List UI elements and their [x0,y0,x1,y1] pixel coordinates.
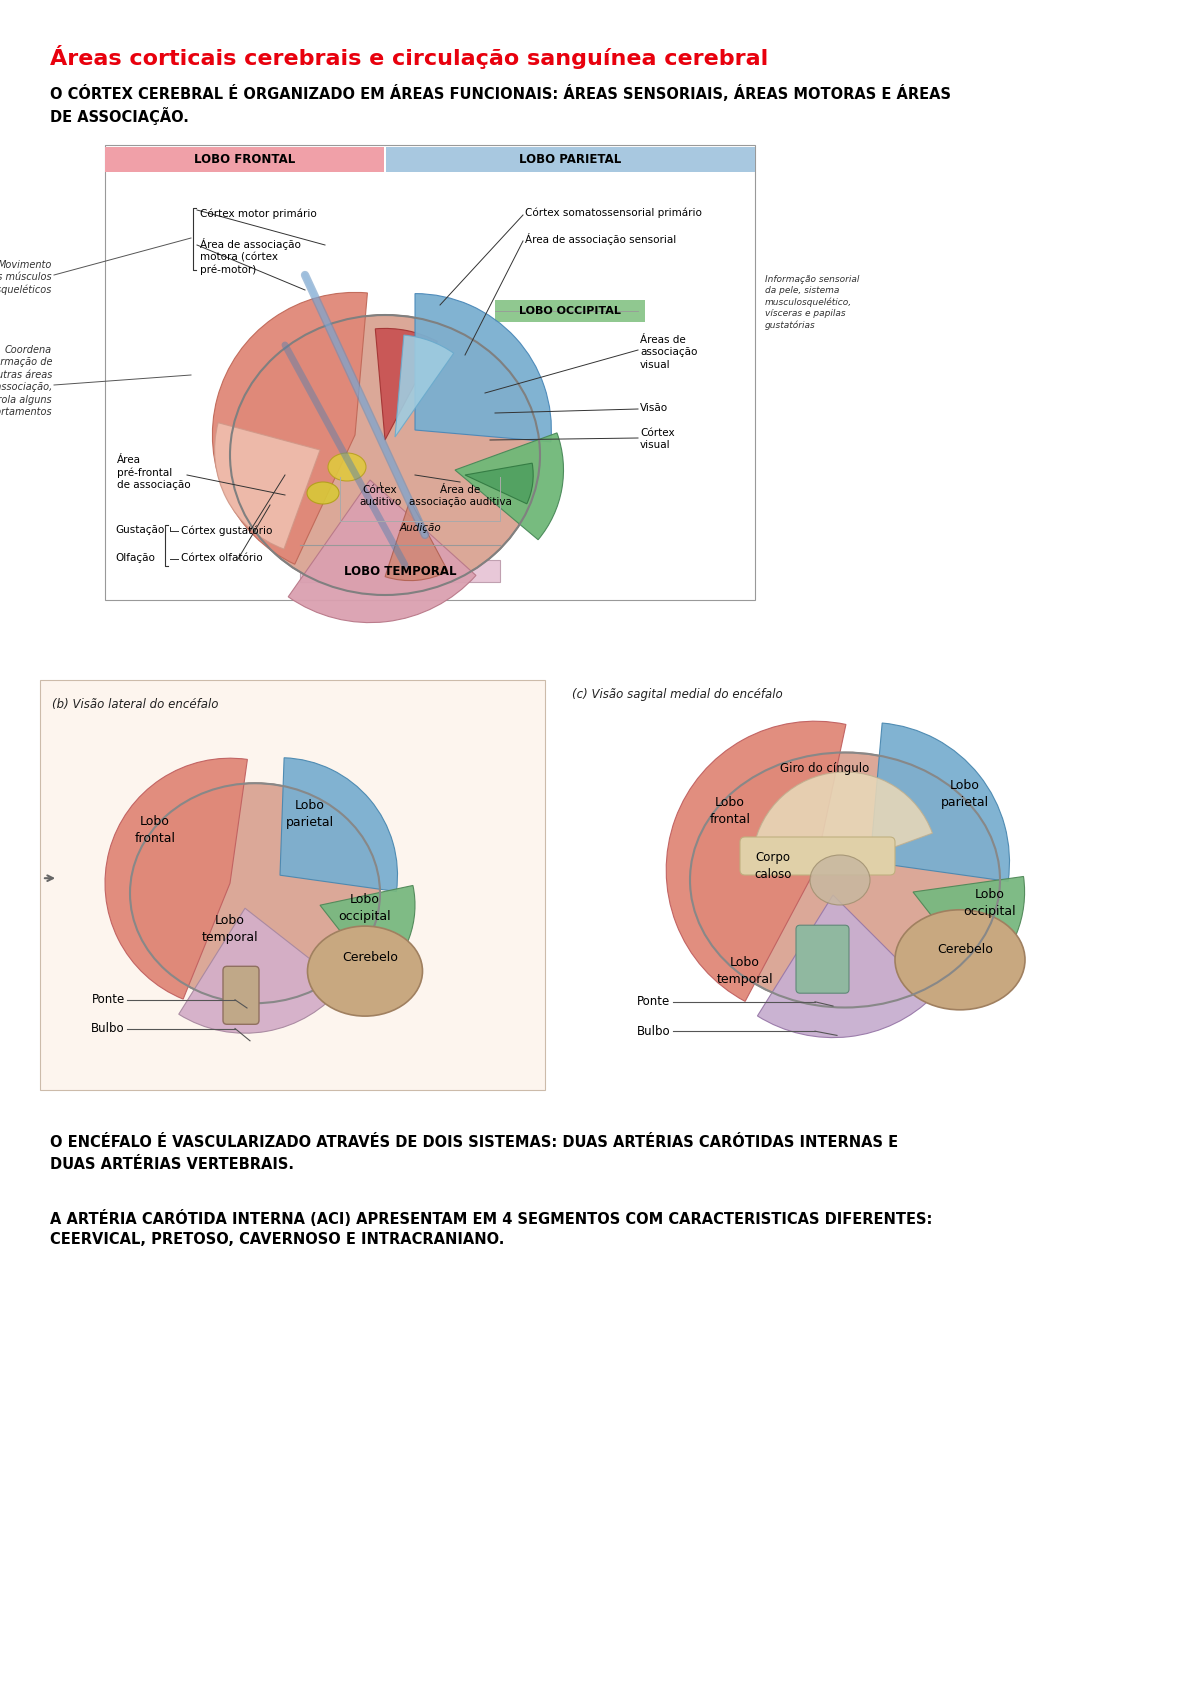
Text: Lobo
frontal: Lobo frontal [709,796,750,825]
Wedge shape [415,294,551,441]
Text: Córtex gustatório: Córtex gustatório [181,525,272,535]
Text: (c) Visão sagital medial do encéfalo: (c) Visão sagital medial do encéfalo [572,688,782,701]
Text: Área de associação sensorial: Área de associação sensorial [526,233,677,245]
Wedge shape [757,895,934,1037]
Ellipse shape [130,783,380,1004]
Text: O ENCÉFALO É VASCULARIZADO ATRAVÉS DE DOIS SISTEMAS: DUAS ARTÉRIAS CARÓTIDAS INT: O ENCÉFALO É VASCULARIZADO ATRAVÉS DE DO… [50,1134,898,1150]
Bar [106,148,384,171]
Text: Informação sensorial
da pele, sistema
musculosquelético,
vísceras e papilas
gust: Informação sensorial da pele, sistema mu… [766,275,859,329]
Text: Lobo
frontal: Lobo frontal [134,815,175,846]
Text: Corpo
caloso: Corpo caloso [755,851,792,881]
Bar [300,560,500,582]
Text: Movimento
dos músculos
esqueléticos: Movimento dos músculos esqueléticos [0,260,52,295]
Text: LOBO FRONTAL: LOBO FRONTAL [194,153,295,166]
Wedge shape [754,773,932,864]
Ellipse shape [895,910,1025,1010]
Wedge shape [385,499,448,581]
Text: Bulbo: Bulbo [636,1024,670,1037]
Wedge shape [455,433,564,540]
Text: Lobo
temporal: Lobo temporal [716,956,773,985]
Bar [386,148,755,171]
Text: Coordena
informação de
outras áreas
de associação,
controla alguns
comportamento: Coordena informação de outras áreas de a… [0,345,52,418]
Text: A ARTÉRIA CARÓTIDA INTERNA (ACI) APRESENTAM EM 4 SEGMENTOS COM CARACTERISTICAS D: A ARTÉRIA CARÓTIDA INTERNA (ACI) APRESEN… [50,1211,932,1228]
Text: Córtex motor primário: Córtex motor primário [200,207,317,219]
Text: Lobo
occipital: Lobo occipital [338,893,391,924]
Text: Área
pré-frontal
de associação: Área pré-frontal de associação [118,455,191,491]
Ellipse shape [328,453,366,481]
Ellipse shape [690,752,1000,1007]
Text: Área de associação
motora (córtex
pré-motor): Área de associação motora (córtex pré-mo… [200,238,301,275]
FancyBboxPatch shape [796,925,850,993]
Text: Ponte: Ponte [637,995,670,1009]
Text: Cerebelo: Cerebelo [937,942,992,956]
Ellipse shape [307,925,422,1015]
Bar [40,679,545,1090]
Text: Área de
associação auditiva: Área de associação auditiva [408,486,511,508]
Ellipse shape [810,856,870,905]
Text: DUAS ARTÉRIAS VERTEBRAIS.: DUAS ARTÉRIAS VERTEBRAIS. [50,1156,294,1172]
Text: Lobo
parietal: Lobo parietal [286,798,334,829]
Text: LOBO TEMPORAL: LOBO TEMPORAL [343,564,456,577]
Text: Córtex
visual: Córtex visual [640,428,674,450]
Text: Córtex
auditivo: Córtex auditivo [359,486,401,508]
Text: Gustação: Gustação [115,525,164,535]
Wedge shape [466,464,533,504]
Wedge shape [870,723,1009,881]
Text: Bulbo: Bulbo [91,1022,125,1036]
Text: Córtex olfatório: Córtex olfatório [181,554,263,564]
Text: LOBO PARIETAL: LOBO PARIETAL [520,153,622,166]
Text: Lobo
occipital: Lobo occipital [964,888,1016,919]
Wedge shape [106,759,247,998]
Text: Córtex somatossensorial primário: Córtex somatossensorial primário [526,207,702,217]
Text: Ponte: Ponte [91,993,125,1007]
Text: DE ASSOCIAÇÃO.: DE ASSOCIAÇÃO. [50,107,188,126]
Text: Áreas corticais cerebrais e circulação sanguínea cerebral: Áreas corticais cerebrais e circulação s… [50,46,768,70]
Text: LOBO OCCIPITAL: LOBO OCCIPITAL [520,306,620,316]
Ellipse shape [307,482,340,504]
Text: Lobo
temporal: Lobo temporal [202,914,258,944]
Wedge shape [280,757,397,891]
Text: Visão: Visão [640,402,668,413]
Wedge shape [320,885,415,980]
Text: Áreas de
associação
visual: Áreas de associação visual [640,335,697,370]
Ellipse shape [230,316,540,594]
Wedge shape [666,722,846,1002]
Bar [496,301,646,323]
Text: O CÓRTEX CEREBRAL É ORGANIZADO EM ÁREAS FUNCIONAIS: ÁREAS SENSORIAIS, ÁREAS MOTO: O CÓRTEX CEREBRAL É ORGANIZADO EM ÁREAS … [50,85,952,102]
FancyBboxPatch shape [740,837,895,874]
Wedge shape [376,328,437,440]
Text: CEERVICAL, PRETOSO, CAVERNOSO E INTRACRANIANO.: CEERVICAL, PRETOSO, CAVERNOSO E INTRACRA… [50,1233,504,1246]
FancyBboxPatch shape [223,966,259,1024]
Wedge shape [288,481,476,623]
Text: Cerebelo: Cerebelo [342,951,398,963]
Text: Audição: Audição [400,523,440,533]
Bar [106,144,755,599]
Text: Lobo
parietal: Lobo parietal [941,779,989,810]
Wedge shape [395,335,454,436]
Text: Olfação: Olfação [115,554,155,564]
Wedge shape [215,423,320,548]
Text: (b) Visão lateral do encéfalo: (b) Visão lateral do encéfalo [52,698,218,711]
Text: Giro do cíngulo: Giro do cíngulo [780,762,870,776]
Wedge shape [913,876,1025,980]
Wedge shape [212,292,367,564]
Wedge shape [179,908,343,1032]
